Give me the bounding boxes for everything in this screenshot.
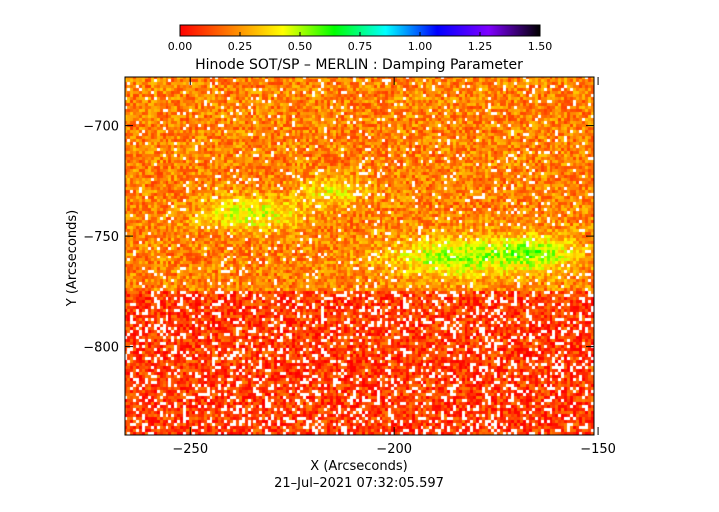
x-tick-label: −150 [580, 442, 616, 457]
heatmap-image [125, 77, 594, 435]
y-tick-label: −800 [83, 341, 119, 356]
x-tick-label: −250 [172, 442, 208, 457]
colorbar-ticks: 0.00 0.25 0.50 0.75 1.00 1.25 1.50 [168, 32, 553, 53]
colorbar-tick-label: 0.50 [288, 40, 313, 53]
colorbar-tick-label: 0.25 [228, 40, 253, 53]
x-tick-label: −200 [376, 442, 412, 457]
colorbar: 0.00 0.25 0.50 0.75 1.00 1.25 1.50 [168, 24, 553, 53]
plot-frame [124, 76, 595, 436]
chart-title: Hinode SOT/SP – MERLIN : Damping Paramet… [195, 57, 523, 73]
timestamp: 21–Jul–2021 07:32:05.597 [274, 476, 444, 491]
heatmap-canvas [125, 77, 594, 435]
y-tick-label: −700 [83, 120, 119, 135]
y-axis-label: Y (Arcseconds) [65, 210, 80, 307]
colorbar-tick-label: 1.00 [408, 40, 433, 53]
colorbar-tick-label: 1.50 [528, 40, 553, 53]
y-tick-label: −750 [83, 230, 119, 245]
x-axis-label: X (Arcseconds) [310, 459, 407, 474]
x-axis-ticks: −250−200−150−100 [172, 77, 616, 457]
y-axis-ticks: −700 −750 −800 [83, 120, 594, 356]
colorbar-tick-label: 0.00 [168, 40, 193, 53]
colorbar-tick-label: 0.75 [348, 40, 373, 53]
colorbar-tick-label: 1.25 [468, 40, 493, 53]
